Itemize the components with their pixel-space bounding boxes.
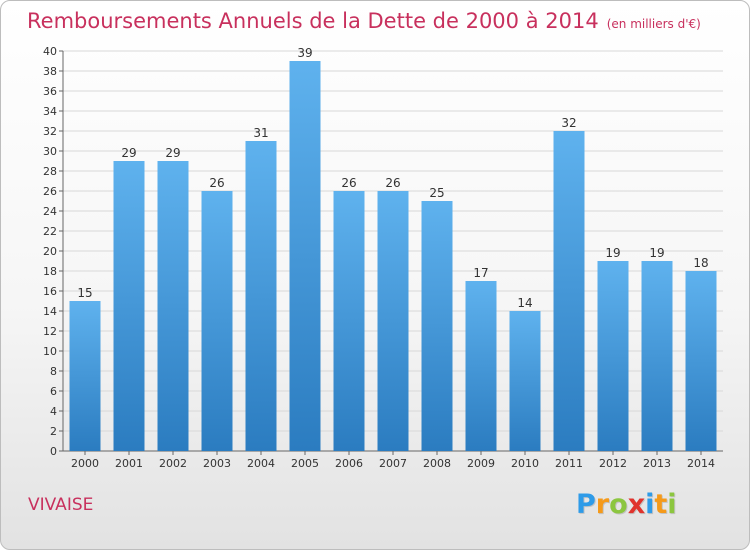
bar	[69, 301, 101, 451]
bar	[641, 261, 673, 451]
y-tick-label: 14	[43, 305, 57, 318]
bar	[465, 281, 497, 451]
chart-title: Remboursements Annuels de la Dette de 20…	[27, 9, 599, 33]
y-tick-label: 30	[43, 145, 57, 158]
x-tick-label: 2013	[643, 457, 671, 470]
y-tick-label: 10	[43, 345, 57, 358]
bar	[245, 141, 277, 451]
y-tick-label: 20	[43, 245, 57, 258]
bar	[509, 311, 541, 451]
logo-letter: x	[627, 489, 646, 520]
bar	[377, 191, 409, 451]
x-tick-label: 2008	[423, 457, 451, 470]
data-label: 26	[341, 176, 356, 190]
data-label: 26	[385, 176, 400, 190]
x-tick-label: 2011	[555, 457, 583, 470]
x-tick-label: 2010	[511, 457, 539, 470]
y-tick-label: 32	[43, 125, 57, 138]
x-tick-label: 2006	[335, 457, 363, 470]
bar	[685, 271, 717, 451]
data-label: 29	[165, 146, 180, 160]
y-tick-label: 2	[50, 425, 57, 438]
data-label: 25	[429, 186, 444, 200]
y-tick-label: 24	[43, 205, 57, 218]
data-label: 29	[121, 146, 136, 160]
data-label: 31	[253, 126, 268, 140]
commune-name: VIVAISE	[28, 495, 94, 515]
bar	[157, 161, 189, 451]
y-tick-label: 34	[43, 105, 57, 118]
x-tick-label: 2004	[247, 457, 275, 470]
logo-letter: i	[645, 489, 655, 520]
unit-note: (en milliers d'€)	[606, 17, 701, 31]
y-tick-label: 22	[43, 225, 57, 238]
x-tick-label: 2009	[467, 457, 495, 470]
data-label: 39	[297, 46, 312, 60]
y-tick-label: 36	[43, 85, 57, 98]
y-tick-label: 26	[43, 185, 57, 198]
data-label: 32	[561, 116, 576, 130]
logo-letter: o	[609, 489, 628, 520]
bar	[201, 191, 233, 451]
proxiti-logo: Proxiti	[576, 489, 677, 520]
data-label: 18	[693, 256, 708, 270]
data-label: 19	[649, 246, 664, 260]
y-tick-label: 40	[43, 45, 57, 58]
y-tick-label: 16	[43, 285, 57, 298]
chart-title-row: Remboursements Annuels de la Dette de 20…	[27, 9, 701, 33]
y-tick-label: 4	[50, 405, 57, 418]
x-tick-label: 2007	[379, 457, 407, 470]
x-tick-label: 2003	[203, 457, 231, 470]
bar	[553, 131, 585, 451]
bar	[333, 191, 365, 451]
x-tick-label: 2012	[599, 457, 627, 470]
y-tick-label: 6	[50, 385, 57, 398]
y-tick-label: 28	[43, 165, 57, 178]
data-label: 14	[517, 296, 532, 310]
data-label: 15	[77, 286, 92, 300]
data-label: 19	[605, 246, 620, 260]
bar	[597, 261, 629, 451]
logo-letter: P	[576, 489, 596, 520]
y-tick-label: 8	[50, 365, 57, 378]
x-tick-label: 2002	[159, 457, 187, 470]
x-tick-label: 2005	[291, 457, 319, 470]
y-tick-label: 18	[43, 265, 57, 278]
data-label: 17	[473, 266, 488, 280]
y-tick-label: 0	[50, 445, 57, 458]
bar	[113, 161, 145, 451]
y-tick-label: 12	[43, 325, 57, 338]
y-tick-label: 38	[43, 65, 57, 78]
logo-letter: i	[667, 489, 677, 520]
x-tick-label: 2000	[71, 457, 99, 470]
bar	[289, 61, 321, 451]
data-label: 26	[209, 176, 224, 190]
logo-letter: r	[595, 489, 610, 520]
x-tick-label: 2014	[687, 457, 715, 470]
x-tick-label: 2001	[115, 457, 143, 470]
logo-letter: t	[654, 489, 668, 520]
bar	[421, 201, 453, 451]
